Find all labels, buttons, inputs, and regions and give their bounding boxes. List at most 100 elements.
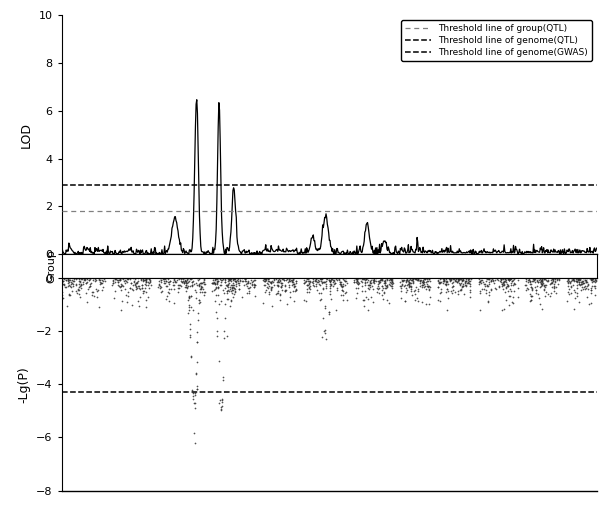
Point: [411, 283, 421, 291]
Point: [325, 308, 335, 316]
Point: [315, 281, 325, 289]
Point: [145, 274, 155, 283]
Point: [577, 277, 587, 286]
Point: [406, 287, 416, 295]
Point: [213, 332, 223, 340]
Point: [377, 286, 387, 294]
Point: [410, 290, 420, 298]
Point: [415, 282, 425, 290]
Point: [367, 282, 377, 290]
Point: [226, 281, 236, 289]
Point: [116, 282, 125, 290]
Point: [377, 276, 387, 284]
Point: [422, 275, 432, 284]
Point: [536, 276, 546, 285]
Point: [411, 276, 421, 285]
Point: [435, 277, 445, 286]
Point: [117, 274, 127, 283]
Point: [424, 274, 434, 283]
Point: [435, 297, 445, 305]
Point: [504, 300, 514, 309]
Point: [250, 281, 260, 289]
Point: [563, 282, 573, 290]
Point: [177, 278, 187, 287]
Point: [530, 275, 539, 284]
Point: [566, 277, 576, 285]
Point: [197, 283, 207, 291]
Point: [418, 276, 428, 285]
Point: [368, 278, 378, 286]
Point: [418, 276, 428, 285]
Point: [564, 290, 574, 298]
Point: [304, 278, 314, 287]
Point: [229, 284, 239, 292]
Point: [360, 276, 370, 284]
Point: [140, 284, 150, 292]
Point: [457, 276, 467, 284]
Point: [108, 278, 118, 287]
Point: [131, 285, 141, 293]
Point: [66, 280, 76, 288]
Point: [571, 277, 581, 285]
Point: [500, 274, 510, 283]
Point: [213, 291, 223, 299]
Point: [287, 281, 297, 289]
Point: [463, 278, 473, 287]
Point: [419, 282, 429, 290]
Point: [458, 282, 468, 290]
Point: [574, 275, 584, 284]
Point: [185, 333, 195, 341]
Point: [71, 280, 81, 288]
Point: [288, 287, 298, 295]
Point: [333, 286, 343, 294]
Point: [71, 275, 81, 283]
Point: [502, 280, 512, 288]
Point: [186, 292, 196, 300]
Point: [355, 274, 365, 282]
Point: [457, 276, 467, 285]
Point: [462, 279, 472, 287]
Point: [461, 275, 470, 283]
Point: [190, 391, 200, 400]
Point: [58, 294, 68, 302]
Point: [574, 298, 584, 307]
Point: [566, 289, 576, 297]
Point: [184, 294, 194, 302]
Point: [220, 314, 229, 322]
Point: [373, 282, 383, 290]
Point: [224, 279, 234, 287]
Point: [130, 280, 140, 288]
Point: [397, 277, 407, 285]
Point: [301, 276, 311, 285]
Point: [451, 274, 461, 283]
Point: [276, 283, 286, 291]
Point: [143, 278, 153, 286]
Point: [568, 276, 578, 284]
Point: [579, 283, 589, 291]
Point: [304, 284, 314, 292]
Point: [507, 298, 517, 306]
Point: [309, 277, 319, 286]
Point: [89, 288, 98, 296]
Point: [586, 298, 596, 307]
Point: [525, 278, 535, 286]
Point: [222, 289, 232, 297]
Point: [237, 293, 247, 301]
Point: [587, 275, 597, 284]
Point: [522, 274, 531, 282]
Point: [76, 281, 86, 289]
Point: [137, 281, 147, 289]
Point: [92, 276, 101, 285]
Point: [319, 277, 329, 286]
Point: [280, 282, 290, 290]
Point: [370, 277, 379, 285]
Point: [216, 297, 226, 305]
Point: [210, 297, 220, 305]
Point: [497, 282, 507, 290]
Point: [399, 276, 409, 285]
Point: [132, 278, 142, 286]
Point: [60, 274, 70, 283]
Point: [141, 276, 151, 285]
Point: [266, 286, 276, 294]
Point: [577, 276, 587, 285]
